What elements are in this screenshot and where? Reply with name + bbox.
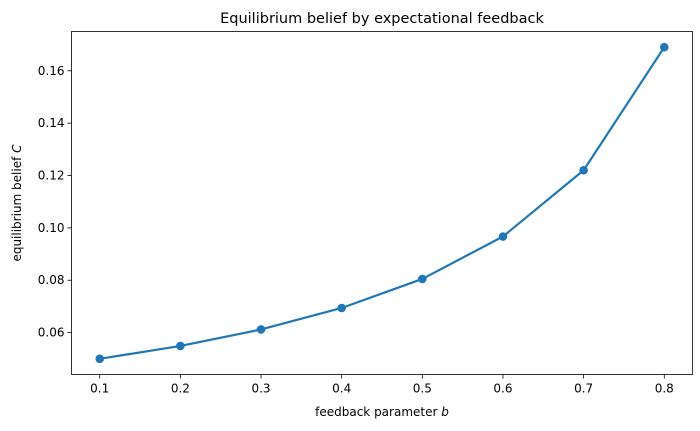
x-axis: 0.1 0.2 0.3 0.4 0.5 0.6 0.7 0.8 xyxy=(90,374,674,396)
data-point xyxy=(256,325,266,334)
y-axis: 0.06 0.08 0.10 0.12 0.14 0.16 xyxy=(38,64,72,340)
y-tick-label: 0.12 xyxy=(38,169,65,183)
y-tick-label: 0.06 xyxy=(38,326,65,340)
y-axis-label: equilibrium belief C xyxy=(10,144,24,262)
data-point xyxy=(337,303,346,313)
data-point xyxy=(418,274,427,284)
data-point xyxy=(659,42,669,52)
x-tick-label: 0.7 xyxy=(574,382,593,396)
x-tick-label: 0.5 xyxy=(413,382,432,396)
y-tick-label: 0.14 xyxy=(38,116,65,130)
x-tick-label: 0.6 xyxy=(493,382,512,396)
x-axis-label: feedback parameter b xyxy=(315,405,449,419)
x-tick-label: 0.2 xyxy=(171,382,190,396)
y-tick-label: 0.16 xyxy=(38,64,65,78)
x-tick-label: 0.4 xyxy=(332,382,351,396)
data-point xyxy=(176,341,185,351)
y-tick-label: 0.08 xyxy=(38,273,65,287)
plot-area xyxy=(95,42,669,364)
y-tick-label: 0.10 xyxy=(38,221,65,235)
x-tick-label: 0.8 xyxy=(655,382,674,396)
chart-title: Equilibrium belief by expectational feed… xyxy=(220,11,544,27)
data-point xyxy=(498,232,508,241)
data-point xyxy=(95,354,105,364)
data-point xyxy=(579,165,588,175)
x-tick-label: 0.1 xyxy=(90,382,109,396)
series-line xyxy=(98,46,666,360)
plot-frame xyxy=(71,31,693,375)
x-tick-label: 0.3 xyxy=(251,382,270,396)
